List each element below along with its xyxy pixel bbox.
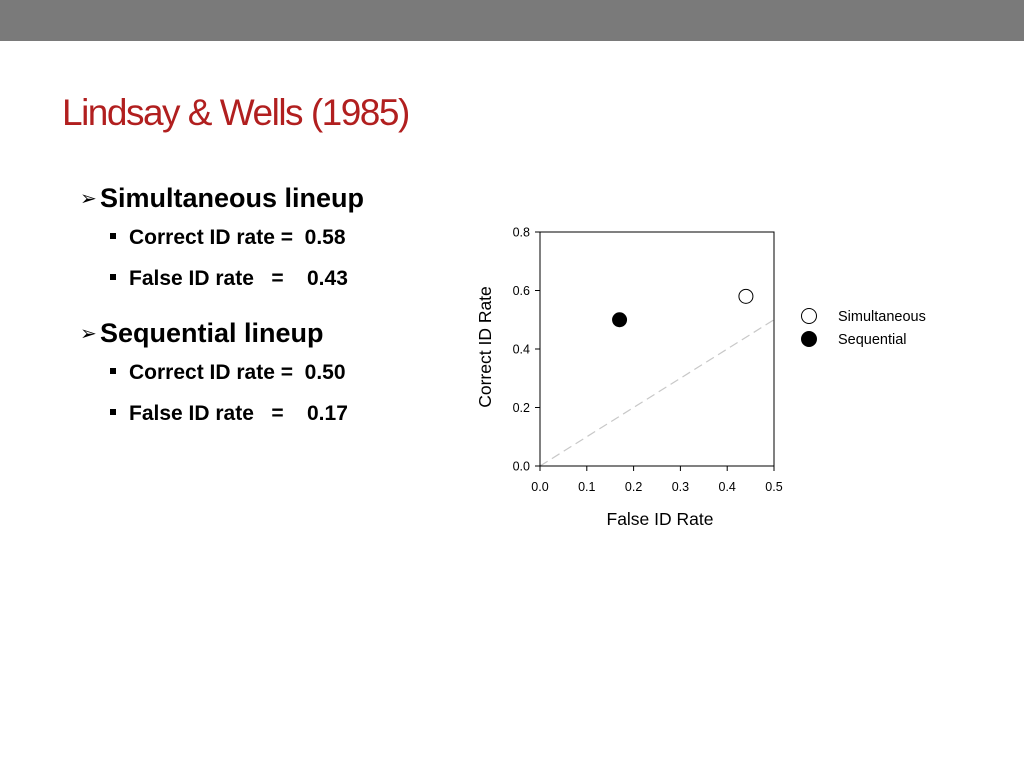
legend-label-simultaneous: Simultaneous xyxy=(838,309,926,325)
bullet-group-simultaneous: ➢ Simultaneous lineup Correct ID rate = 0… xyxy=(80,180,480,299)
bullet-item-simultaneous-correct: Correct ID rate = 0.58 xyxy=(80,217,480,258)
bullet-heading-sequential: ➢ Sequential lineup xyxy=(80,315,480,352)
arrow-bullet-icon: ➢ xyxy=(80,188,97,210)
legend-label-sequential: Sequential xyxy=(838,332,907,348)
x-tick-label: 0.0 xyxy=(531,480,548,494)
x-tick-label: 0.5 xyxy=(765,480,782,494)
item-text: Correct ID rate = 0.58 xyxy=(129,226,346,249)
bullet-item-simultaneous-false: False ID rate = 0.43 xyxy=(80,258,480,299)
slide-title: Lindsay & Wells (1985) xyxy=(62,92,410,133)
x-tick-label: 0.1 xyxy=(578,480,595,494)
plot-frame xyxy=(539,231,775,467)
square-bullet-icon xyxy=(110,409,116,415)
legend-marker-simultaneous xyxy=(801,308,817,324)
item-text: Correct ID rate = 0.50 xyxy=(129,361,346,384)
bullet-item-sequential-false: False ID rate = 0.17 xyxy=(80,393,480,434)
item-text: False ID rate = 0.43 xyxy=(129,267,348,290)
item-text: False ID rate = 0.17 xyxy=(129,402,348,425)
data-point-simultaneous xyxy=(738,288,754,304)
legend-marker-sequential xyxy=(801,331,817,347)
square-bullet-icon xyxy=(110,368,116,374)
y-tick-label: 0.8 xyxy=(513,226,530,240)
bullet-item-sequential-correct: Correct ID rate = 0.50 xyxy=(80,352,480,393)
y-tick-label: 0.4 xyxy=(513,343,530,357)
x-tick-label: 0.3 xyxy=(672,480,689,494)
diagonal-reference-line xyxy=(539,319,775,467)
top-bar xyxy=(0,0,1024,41)
x-tick-label: 0.2 xyxy=(625,480,642,494)
x-tick-label: 0.4 xyxy=(719,480,736,494)
square-bullet-icon xyxy=(110,274,116,280)
square-bullet-icon xyxy=(110,233,116,239)
x-axis-label: False ID Rate xyxy=(607,509,714,529)
heading-text: Simultaneous lineup xyxy=(100,183,365,213)
arrow-bullet-icon: ➢ xyxy=(80,323,97,345)
y-tick-label: 0.0 xyxy=(513,460,530,474)
bullet-group-sequential: ➢ Sequential lineup Correct ID rate = 0.5… xyxy=(80,315,480,434)
bullet-heading-simultaneous: ➢ Simultaneous lineup xyxy=(80,180,480,217)
data-point-sequential xyxy=(612,312,628,328)
y-tick-label: 0.6 xyxy=(513,284,530,298)
y-tick-label: 0.2 xyxy=(513,401,530,415)
heading-text: Sequential lineup xyxy=(100,318,324,348)
y-axis-label: Correct ID Rate xyxy=(475,286,495,408)
bullet-list: ➢ Simultaneous lineup Correct ID rate = 0… xyxy=(80,180,480,450)
